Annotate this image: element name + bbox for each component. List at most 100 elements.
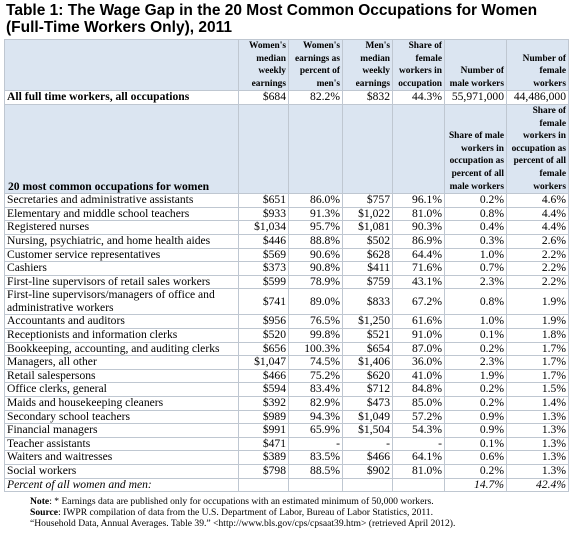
- table-cell: 81.0%: [392, 464, 445, 479]
- table-cell: $392: [238, 396, 289, 411]
- table-cell: 0.6%: [444, 450, 507, 465]
- table-cell: 1.0%: [444, 314, 507, 330]
- header-blank: [238, 103, 289, 195]
- table-row: Social workers $798 88.5% $902 81.0% 0.2% 1.3%: [4, 464, 569, 479]
- empty-cell: [342, 477, 393, 493]
- table-cell: 2.2%: [506, 247, 569, 263]
- table-cell: $1,250: [342, 314, 393, 330]
- table-cell: $620: [342, 368, 393, 384]
- occupation-label: Financial managers: [4, 423, 239, 438]
- table-cell: $520: [238, 328, 289, 343]
- table-cell: 91.0%: [392, 328, 445, 343]
- table-cell: $1,081: [342, 220, 393, 235]
- table-row: Secretaries and administrative assistant…: [4, 193, 569, 208]
- table-cell: 0.8%: [444, 206, 507, 222]
- table-cell: $466: [342, 450, 393, 465]
- table-cell: $956: [238, 314, 289, 330]
- table-cell: $473: [342, 396, 393, 411]
- occupation-label: Waiters and waitresses: [4, 450, 239, 465]
- occupation-label: Maids and housekeeping cleaners: [4, 396, 239, 411]
- col-header-male-count: Number of male workers: [444, 38, 507, 92]
- table-cell: 4.4%: [506, 220, 569, 235]
- table-cell: 0.8%: [444, 288, 507, 316]
- table-cell: 95.7%: [288, 220, 343, 235]
- occupation-label: Customer service representatives: [4, 247, 239, 263]
- table-row: Nursing, psychiatric, and home health ai…: [4, 233, 569, 249]
- table-cell: -: [288, 436, 343, 452]
- table-cell: $471: [238, 436, 289, 452]
- table-cell: 71.6%: [392, 261, 445, 276]
- table-cell: 1.7%: [506, 368, 569, 384]
- all-workers-cell: 44.3%: [392, 90, 445, 105]
- table-cell: 1.3%: [506, 436, 569, 452]
- table-cell: 4.6%: [506, 193, 569, 208]
- table-cell: $411: [342, 261, 393, 276]
- occupation-label: Secretaries and administrative assistant…: [4, 193, 239, 208]
- table-cell: 81.0%: [392, 206, 445, 222]
- table-cell: $1,034: [238, 220, 289, 235]
- table-cell: 89.0%: [288, 288, 343, 316]
- percent-row: Percent of all women and men: 14.7% 42.4%: [4, 477, 569, 493]
- occupation-label: Social workers: [4, 464, 239, 479]
- table-cell: 88.8%: [288, 233, 343, 249]
- table-cell: $712: [342, 382, 393, 398]
- table-cell: 87.0%: [392, 341, 445, 357]
- table-row: Secondary school teachers $989 94.3% $1,049…: [4, 409, 569, 425]
- table-cell: 0.4%: [444, 220, 507, 235]
- occupation-label: Teacher assistants: [4, 436, 239, 452]
- table-cell: 0.7%: [444, 261, 507, 276]
- empty-cell: [288, 477, 343, 493]
- occupation-label: Managers, all other: [4, 355, 239, 370]
- table-cell: 74.5%: [288, 355, 343, 370]
- percent-row-label: Percent of all women and men:: [4, 477, 239, 493]
- table-cell: 65.9%: [288, 423, 343, 438]
- table-cell: 0.2%: [444, 396, 507, 411]
- table-cell: 2.3%: [444, 274, 507, 290]
- table-cell: 0.1%: [444, 436, 507, 452]
- occupation-label: First-line supervisors/managers of offic…: [4, 288, 239, 316]
- all-workers-row: All full time workers, all occupations $…: [4, 90, 569, 105]
- table-cell: $654: [342, 341, 393, 357]
- table-row: Maids and housekeeping cleaners $392 82.9%…: [4, 396, 569, 411]
- table-cell: 94.3%: [288, 409, 343, 425]
- table-cell: 100.3%: [288, 341, 343, 357]
- header-row-top: Women's median weekly earnings Women's e…: [4, 38, 569, 92]
- header-blank: [288, 103, 343, 195]
- col-header-earnings-ratio: Women's earnings as percent of men's: [288, 38, 343, 92]
- table-title: Table 1: The Wage Gap in the 20 Most Com…: [6, 2, 538, 36]
- table-cell: 90.3%: [392, 220, 445, 235]
- table-cell: $757: [342, 193, 393, 208]
- header-row-occupations: 20 most common occupations for women Sha…: [4, 103, 569, 195]
- table-cell: 1.9%: [506, 288, 569, 316]
- col-header-women-median: Women's median weekly earnings: [238, 38, 289, 92]
- table-cell: 2.3%: [444, 355, 507, 370]
- table-cell: $1,049: [342, 409, 393, 425]
- table-cell: 88.5%: [288, 464, 343, 479]
- table-cell: 0.2%: [444, 193, 507, 208]
- table-cell: $594: [238, 382, 289, 398]
- table-cell: 1.7%: [506, 341, 569, 357]
- table-cell: $1,047: [238, 355, 289, 370]
- table-row: Cashiers $373 90.8% $411 71.6% 0.7% 2.2%: [4, 261, 569, 276]
- table-cell: $446: [238, 233, 289, 249]
- table-row: Office clerks, general $594 83.4% $712 84.8%…: [4, 382, 569, 398]
- table-cell: $1,406: [342, 355, 393, 370]
- table-row: Bookkeeping, accounting, and auditing cl…: [4, 341, 569, 357]
- table-cell: $599: [238, 274, 289, 290]
- table-cell: 78.9%: [288, 274, 343, 290]
- table-cell: 0.2%: [444, 341, 507, 357]
- occupation-label: Retail salespersons: [4, 368, 239, 384]
- table-cell: $628: [342, 247, 393, 263]
- table-cell: $902: [342, 464, 393, 479]
- col-header-men-median: Men's median weekly earnings: [342, 38, 393, 92]
- empty-cell: [238, 477, 289, 493]
- source-line: Source: IWPR compilation of data from th…: [30, 507, 434, 519]
- table-cell: $466: [238, 368, 289, 384]
- table-cell: $933: [238, 206, 289, 222]
- table-cell: 2.2%: [506, 274, 569, 290]
- table-cell: $991: [238, 423, 289, 438]
- document-page: Table 1: The Wage Gap in the 20 Most Com…: [4, 2, 570, 529]
- col-header-male-share: Share of male workers in occupation as p…: [444, 103, 507, 195]
- table-cell: 76.5%: [288, 314, 343, 330]
- table-cell: 0.9%: [444, 409, 507, 425]
